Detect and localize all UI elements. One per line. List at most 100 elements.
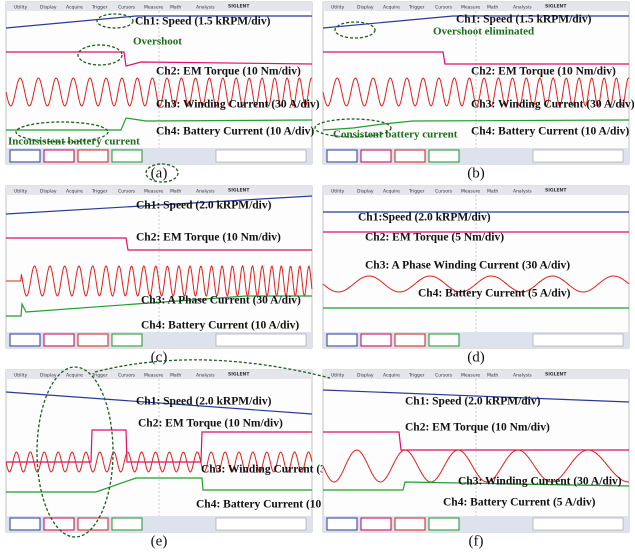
toolbar-item: Analysis [196, 5, 215, 11]
panel-label: (a) [151, 165, 168, 181]
toolbar-item: Cursors [435, 5, 453, 11]
trace-label: Ch1:Speed (2.0 kRPM/div) [358, 212, 491, 224]
brand: SIGLENT [228, 372, 250, 378]
toolbar-item: Trigger [408, 373, 425, 379]
toolbar-item: Display [40, 189, 57, 195]
toolbar-item: Cursors [118, 5, 136, 11]
trace-label: Ch4: Battery Current (10 A/div) [156, 126, 314, 138]
toolbar-item: Cursors [435, 189, 453, 195]
toolbar-item: Trigger [408, 189, 425, 195]
trace-label: Ch4: Battery Current (5 A/div) [443, 497, 596, 509]
toolbar-item: Trigger [91, 189, 108, 195]
channel-box [112, 518, 142, 530]
panel-label: (c) [151, 349, 168, 365]
channel-box [395, 150, 425, 162]
toolbar-item: Measure [461, 5, 480, 11]
trace-label: Ch3: A Phase Current (30 A/div) [141, 295, 301, 307]
toolbar-item: Utility [331, 189, 345, 195]
timebase-box [216, 518, 306, 530]
toolbar-item: Utility [14, 5, 28, 11]
figure: Utility Display Acquire Trigger Cursors Measu… [0, 0, 635, 559]
channel-box [10, 518, 40, 530]
channel-box [10, 150, 40, 162]
channel-box [395, 334, 425, 346]
channel-box [78, 150, 108, 162]
toolbar-item: Acquire [383, 189, 400, 195]
toolbar-item: Math [170, 5, 181, 11]
channel-box [361, 150, 391, 162]
trace-label: Ch1: Speed (2.0 kRPM/div) [405, 396, 541, 408]
toolbar-item: Acquire [383, 373, 400, 379]
trace-label: Ch2: EM Torque (10 Nm/div) [405, 422, 550, 434]
brand: SIGLENT [545, 188, 567, 194]
channel-box [327, 150, 357, 162]
timebase-box [533, 518, 623, 530]
timebase-box [216, 150, 306, 162]
channel-box [361, 518, 391, 530]
toolbar-item: Math [487, 189, 498, 195]
trace-label: Ch2: EM Torque (5 Nm/div) [365, 232, 504, 244]
toolbar-item: Display [40, 373, 57, 379]
toolbar-item: Acquire [66, 189, 83, 195]
toolbar-item: Utility [331, 5, 345, 11]
toolbar-item: Measure [461, 189, 480, 195]
scope-panel: UtilityDisplayAcquireTriggerCursorsMeasu… [323, 370, 629, 532]
toolbar-item: Analysis [513, 373, 532, 379]
channel-box [429, 334, 459, 346]
channel-box [112, 334, 142, 346]
toolbar-item: Measure [461, 373, 480, 379]
toolbar-item: Utility [331, 373, 345, 379]
page: Utility Display Acquire Trigger Cursors Measu… [0, 0, 635, 559]
trace-label: Ch3: A Phase Winding Current (30 A/div) [365, 260, 570, 272]
toolbar-item: Trigger [408, 5, 425, 11]
annotation: Consistent battery current [333, 129, 458, 141]
channel-box [78, 334, 108, 346]
toolbar-item: Cursors [118, 189, 136, 195]
trace-label: Ch4: Battery Current (5 A/div) [418, 288, 571, 300]
channel-box [327, 334, 357, 346]
annotation: Overshoot [133, 36, 182, 48]
channel-box [327, 518, 357, 530]
toolbar-item: Math [170, 373, 181, 379]
timebase-box [533, 150, 623, 162]
brand: SIGLENT [228, 188, 250, 194]
trace-label: Ch3: Winding Current (30 A/div) [458, 476, 622, 488]
scope-panel: Utility Display Acquire Trigger Cursors Measu… [6, 2, 320, 164]
brand: SIGLENT [545, 372, 567, 378]
panel-label: (e) [151, 533, 168, 549]
toolbar-item: Trigger [91, 5, 108, 11]
channel-box [395, 518, 425, 530]
toolbar-item: Analysis [513, 189, 532, 195]
channel-box [44, 334, 74, 346]
trace-label: Ch1: Speed (2.0 kRPM/div) [136, 200, 272, 212]
toolbar-item: Measure [144, 373, 163, 379]
toolbar-item: Math [487, 373, 498, 379]
brand: SIGLENT [228, 4, 250, 10]
toolbar-item: Analysis [196, 189, 215, 195]
trace-label: Ch1: Speed (1.5 kRPM/div) [135, 16, 271, 28]
channel-box [112, 150, 142, 162]
trace-label: Ch4: Battery Current (10 A/div) [141, 320, 299, 332]
channel-box [429, 150, 459, 162]
trace-label: Ch2: EM Torque (10 Nm/div) [138, 418, 283, 430]
channel-box [429, 518, 459, 530]
toolbar-item: Cursors [118, 373, 136, 379]
toolbar-item: Measure [144, 5, 163, 11]
channel-box [361, 334, 391, 346]
toolbar-item: Display [357, 5, 374, 11]
channel-box [44, 150, 74, 162]
toolbar-item: Display [357, 373, 374, 379]
trace-label: Ch3: Winding Current (30 A/div) [471, 99, 635, 111]
panel-label: (d) [467, 349, 485, 365]
trace-label: Ch3: Winding Current (30 A/div) [156, 99, 320, 111]
toolbar-item: Measure [144, 189, 163, 195]
toolbar-item: Display [40, 5, 57, 11]
toolbar-item: Math [487, 5, 498, 11]
toolbar-item: Acquire [66, 5, 83, 11]
channel-box [78, 518, 108, 530]
toolbar-item: Analysis [513, 5, 532, 11]
toolbar-item: Acquire [383, 5, 400, 11]
